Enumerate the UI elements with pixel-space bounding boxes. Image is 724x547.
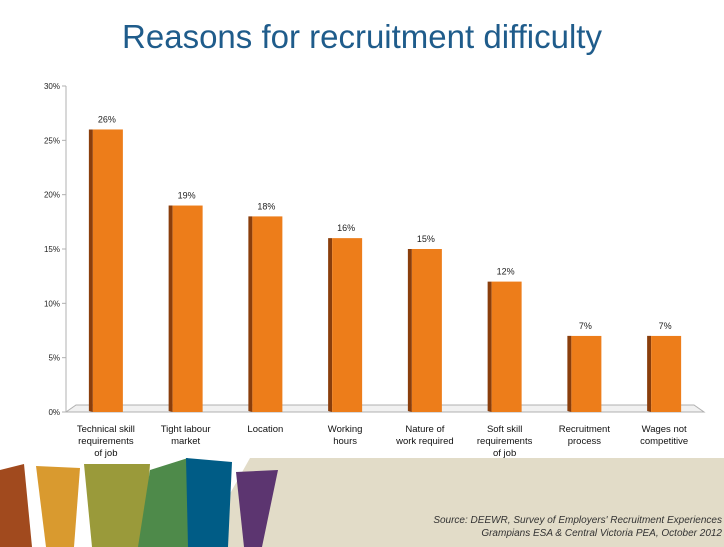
data-label: 16% (337, 223, 355, 233)
x-tick-label: Technical skill (77, 424, 135, 435)
x-axis-floor (64, 404, 706, 413)
x-tick-label: work required (395, 436, 454, 447)
data-label: 18% (257, 201, 275, 211)
source-line-2: Grampians ESA & Central Victoria PEA, Oc… (481, 528, 722, 539)
data-label: 12% (497, 267, 515, 277)
data-label: 7% (659, 321, 672, 331)
bar-shadow (407, 249, 412, 412)
y-tick-label: 10% (44, 299, 60, 308)
banner-band (200, 458, 724, 547)
x-tick-label: market (171, 436, 200, 447)
chart-title: Reasons for recruitment difficulty (122, 18, 602, 55)
x-tick-label: of job (493, 448, 516, 459)
banner-stripe (84, 464, 150, 547)
chart-bars (88, 129, 682, 412)
decorative-banner (0, 458, 724, 547)
x-tick-label: Tight labour (161, 424, 211, 435)
bar-shadow (168, 205, 173, 412)
x-tick-label: Soft skill (487, 424, 522, 435)
x-tick-label: Working (328, 424, 363, 435)
bar (252, 216, 283, 412)
chart-axes (62, 85, 706, 413)
data-label: 15% (417, 234, 435, 244)
y-tick-label: 30% (44, 82, 60, 91)
bar (571, 335, 602, 412)
bar (332, 238, 363, 412)
bar (491, 281, 522, 412)
data-label: 26% (98, 114, 116, 124)
x-tick-label: process (568, 436, 602, 447)
bar-shadow (647, 335, 652, 412)
bar (92, 129, 123, 412)
data-label: 7% (579, 321, 592, 331)
bar-shadow (567, 335, 572, 412)
x-tick-label: Nature of (405, 424, 444, 435)
y-tick-label: 25% (44, 136, 60, 145)
x-tick-label: competitive (640, 436, 688, 447)
banner-stripe (138, 458, 190, 547)
bar (651, 335, 682, 412)
x-tick-label: requirements (78, 436, 134, 447)
y-tick-label: 20% (44, 191, 60, 200)
x-tick-label: hours (333, 436, 357, 447)
bar-shadow (88, 129, 93, 412)
banner-stripe (0, 464, 32, 547)
x-tick-label: Location (247, 424, 283, 435)
bar (411, 249, 442, 412)
source-note: Source: DEEWR, Survey of Employers' Recr… (433, 514, 722, 540)
y-tick-label: 15% (44, 245, 60, 254)
bar-shadow (248, 216, 253, 412)
x-tick-label: requirements (477, 436, 533, 447)
bar-shadow (487, 281, 492, 412)
x-tick-label: of job (94, 448, 117, 459)
y-tick-label: 5% (48, 354, 60, 363)
banner-stripe (236, 470, 278, 547)
x-tick-label: Recruitment (559, 424, 611, 435)
data-label: 19% (178, 191, 196, 201)
x-tick-label: Wages not (642, 424, 687, 435)
chart-labels: 0%5%10%15%20%25%30%26%Technical skillreq… (44, 82, 688, 459)
bar-shadow (328, 238, 333, 412)
banner-stripe (36, 466, 80, 547)
source-line-1: Source: DEEWR, Survey of Employers' Recr… (433, 515, 722, 526)
y-tick-label: 0% (48, 408, 60, 417)
bar (172, 205, 203, 412)
banner-stripe (186, 458, 232, 547)
